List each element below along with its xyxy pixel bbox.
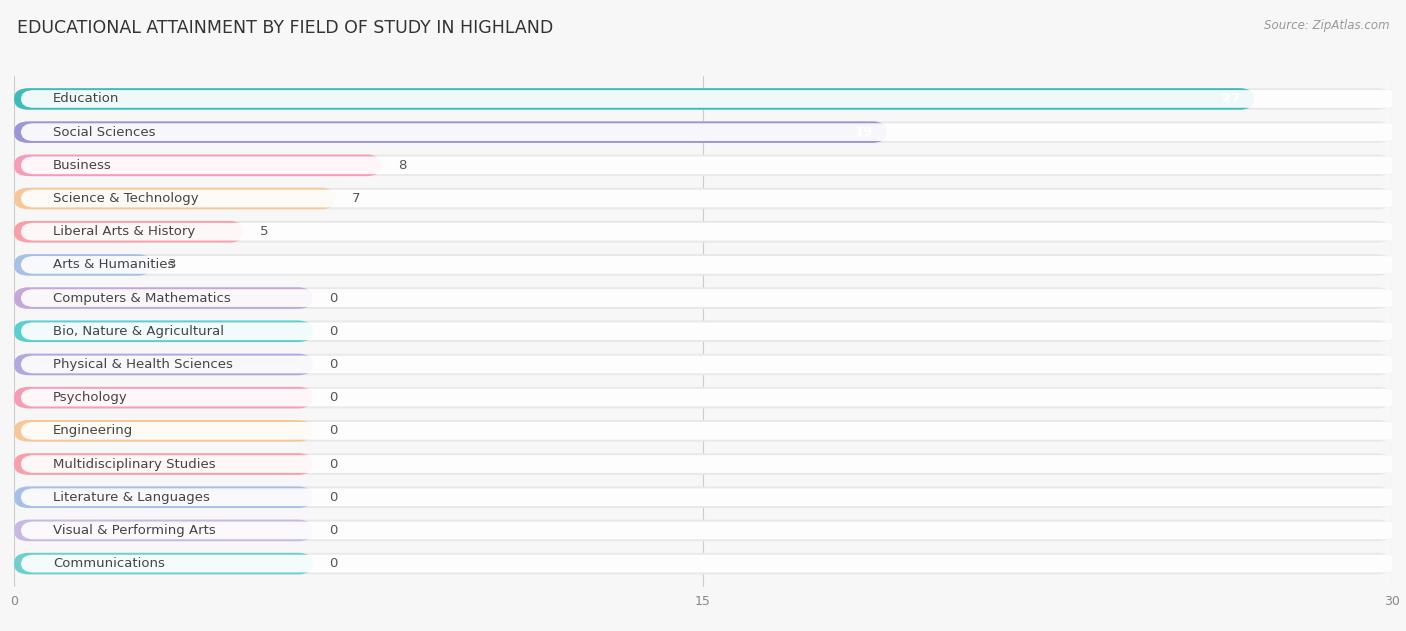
FancyBboxPatch shape [21,289,1398,307]
FancyBboxPatch shape [21,488,1398,506]
FancyBboxPatch shape [14,553,1392,574]
FancyBboxPatch shape [21,156,1398,174]
FancyBboxPatch shape [14,487,312,508]
FancyBboxPatch shape [14,121,1392,143]
Text: Social Sciences: Social Sciences [53,126,156,139]
Text: 7: 7 [352,192,360,205]
Text: Visual & Performing Arts: Visual & Performing Arts [53,524,217,537]
Text: 0: 0 [329,524,337,537]
FancyBboxPatch shape [21,90,1398,108]
FancyBboxPatch shape [21,555,1398,572]
Text: 0: 0 [329,424,337,437]
FancyBboxPatch shape [14,354,1392,375]
Text: 0: 0 [329,557,337,570]
Text: Engineering: Engineering [53,424,134,437]
FancyBboxPatch shape [21,522,1398,540]
FancyBboxPatch shape [21,322,1398,340]
Text: Bio, Nature & Agricultural: Bio, Nature & Agricultural [53,325,224,338]
FancyBboxPatch shape [14,287,312,309]
FancyBboxPatch shape [14,88,1254,110]
FancyBboxPatch shape [14,155,1392,176]
Text: 0: 0 [329,358,337,371]
Text: Source: ZipAtlas.com: Source: ZipAtlas.com [1264,19,1389,32]
Text: 5: 5 [260,225,269,239]
Text: EDUCATIONAL ATTAINMENT BY FIELD OF STUDY IN HIGHLAND: EDUCATIONAL ATTAINMENT BY FIELD OF STUDY… [17,19,553,37]
FancyBboxPatch shape [21,223,1398,240]
FancyBboxPatch shape [21,455,1398,473]
FancyBboxPatch shape [14,453,1392,475]
FancyBboxPatch shape [14,519,312,541]
FancyBboxPatch shape [21,123,1398,141]
FancyBboxPatch shape [14,121,887,143]
FancyBboxPatch shape [14,387,312,408]
FancyBboxPatch shape [14,188,1392,209]
FancyBboxPatch shape [14,420,312,442]
FancyBboxPatch shape [14,354,312,375]
FancyBboxPatch shape [14,321,312,342]
Text: Science & Technology: Science & Technology [53,192,198,205]
Text: Literature & Languages: Literature & Languages [53,491,209,504]
FancyBboxPatch shape [14,221,1392,242]
Text: 19: 19 [855,126,873,139]
FancyBboxPatch shape [14,254,152,276]
Text: 0: 0 [329,292,337,305]
FancyBboxPatch shape [14,387,1392,408]
Text: 8: 8 [398,159,406,172]
Text: Liberal Arts & History: Liberal Arts & History [53,225,195,239]
Text: 3: 3 [169,259,177,271]
Text: 0: 0 [329,391,337,404]
FancyBboxPatch shape [14,519,1392,541]
Text: Computers & Mathematics: Computers & Mathematics [53,292,231,305]
FancyBboxPatch shape [21,190,1398,208]
FancyBboxPatch shape [14,553,312,574]
FancyBboxPatch shape [14,487,1392,508]
FancyBboxPatch shape [14,188,336,209]
FancyBboxPatch shape [21,422,1398,440]
Text: 0: 0 [329,325,337,338]
FancyBboxPatch shape [14,155,381,176]
FancyBboxPatch shape [14,221,243,242]
Text: Communications: Communications [53,557,165,570]
Text: Arts & Humanities: Arts & Humanities [53,259,174,271]
Text: 27: 27 [1222,93,1240,105]
FancyBboxPatch shape [21,356,1398,374]
Text: Multidisciplinary Studies: Multidisciplinary Studies [53,457,215,471]
FancyBboxPatch shape [14,254,1392,276]
Text: 0: 0 [329,491,337,504]
FancyBboxPatch shape [14,420,1392,442]
FancyBboxPatch shape [14,88,1392,110]
Text: Psychology: Psychology [53,391,128,404]
FancyBboxPatch shape [14,321,1392,342]
FancyBboxPatch shape [14,287,1392,309]
FancyBboxPatch shape [21,389,1398,406]
Text: Education: Education [53,93,120,105]
FancyBboxPatch shape [21,256,1398,274]
Text: Physical & Health Sciences: Physical & Health Sciences [53,358,233,371]
Text: 0: 0 [329,457,337,471]
Text: Business: Business [53,159,112,172]
FancyBboxPatch shape [14,453,312,475]
